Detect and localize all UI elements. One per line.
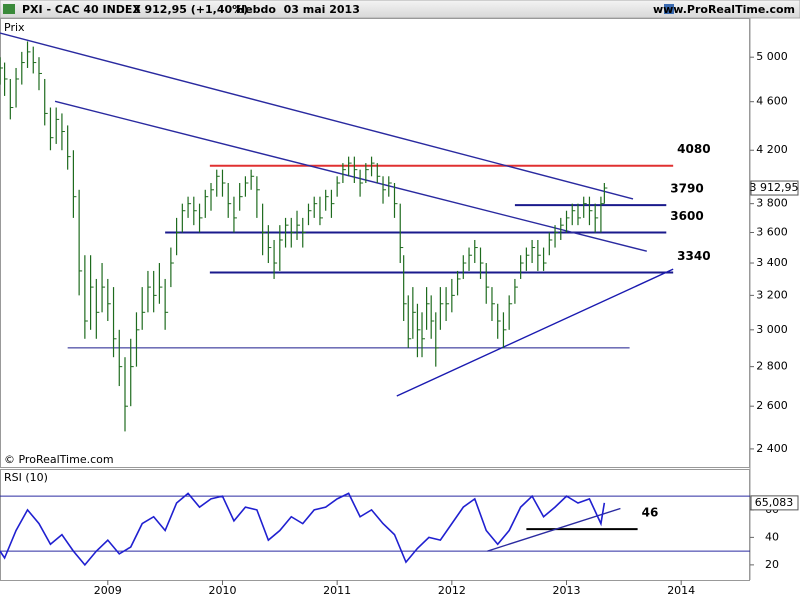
y-tick-label: 3 400 [756,256,788,269]
y-tick-label: 2 800 [756,360,788,373]
level-label: 3790 [670,182,703,196]
x-tick-label: 2009 [94,584,122,597]
level-label: 4080 [677,142,710,156]
last-value-label: 65,083 [755,496,794,509]
header-quote: 3 912,95 (+1,40%) [133,3,248,16]
x-tick-label: 2013 [553,584,581,597]
trend-line [54,100,647,252]
price-panel [0,18,750,468]
y-tick-label: 4 600 [756,95,788,108]
header: PXI - CAC 40 INDEX 3 912,95 (+1,40%) Heb… [0,0,800,19]
copyright: © ProRealTime.com [4,453,114,466]
icon[interactable] [664,4,674,14]
rsi-title: RSI (10) [4,471,48,484]
header-title: PXI - CAC 40 INDEX [22,3,141,16]
last-value-box [750,495,799,511]
y-tick-label: 2 600 [756,399,788,412]
y-tick-label: 3 800 [756,197,788,210]
rsi-panel [0,469,750,581]
rsi-line [0,492,606,567]
trend-line [487,507,621,552]
x-tick-label: 2012 [438,584,466,597]
trend-line [0,32,634,200]
y-tick-label: 4 200 [756,143,788,156]
header-source[interactable]: www.ProRealTime.com [653,3,795,16]
y-label: Prix [4,21,25,34]
x-tick-label: 2014 [667,584,695,597]
level-label: 3340 [677,249,710,263]
y-tick-label: 3 000 [756,323,788,336]
level-label: 3600 [670,209,703,223]
y-tick-label: 3 200 [756,288,788,301]
y-tick-label: 2 400 [756,442,788,455]
x-tick-label: 2010 [208,584,236,597]
icon[interactable] [3,4,15,14]
x-tick-label: 2011 [323,584,351,597]
last-value-box [750,180,799,196]
y-tick-label: 40 [765,530,779,543]
header-period: Hebdo 03 mai 2013 [236,3,360,16]
y-tick-label: 3 600 [756,226,788,239]
trend-line [396,268,674,397]
y-tick-label: 5 000 [756,50,788,63]
level-label: 46 [642,506,659,520]
last-value-label: 3 912,95 [750,181,799,194]
y-tick-label: 20 [765,558,779,571]
